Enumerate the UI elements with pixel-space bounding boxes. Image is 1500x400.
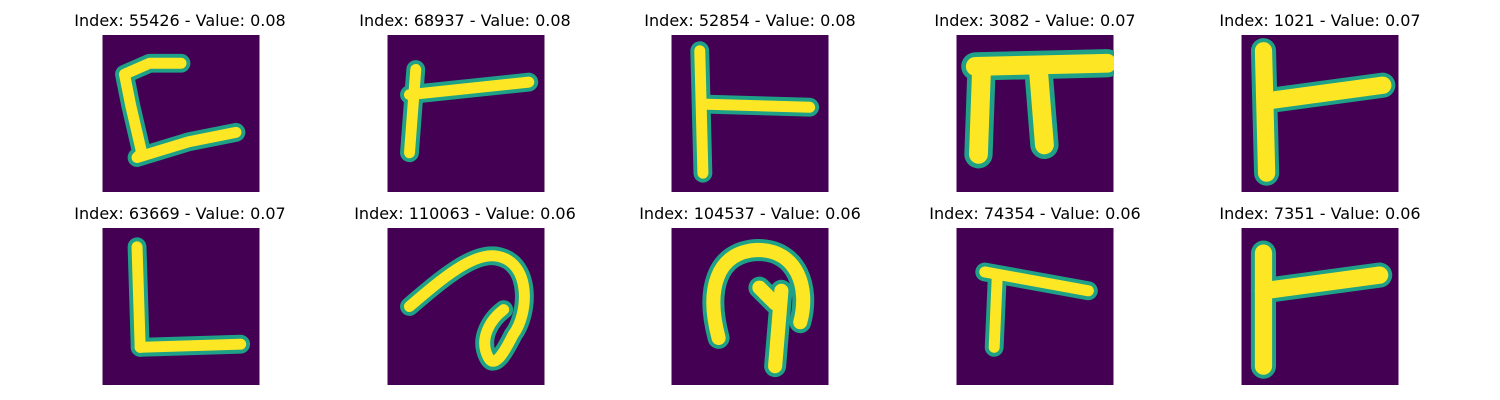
- stroke-core: [988, 269, 1003, 353]
- glyph-hook-arch: [702, 238, 815, 378]
- stroke-core: [1254, 266, 1389, 300]
- digit-image-8: [671, 228, 829, 385]
- stroke-core: [697, 98, 816, 113]
- image-background: [102, 228, 260, 385]
- stroke-core: [706, 242, 811, 345]
- glyph-pi-shape: [961, 49, 1114, 169]
- panel-title-9: Index: 74354 - Value: 0.06: [929, 204, 1141, 223]
- panel-title-3: Index: 52854 - Value: 0.08: [644, 11, 856, 30]
- glyph-tee-right-bold: [1250, 38, 1396, 186]
- stroke-core: [752, 280, 783, 311]
- digit-image-9: [956, 228, 1114, 385]
- digit-image-1: [102, 35, 260, 192]
- digit-image-4: [956, 35, 1114, 192]
- glyph-l-shape: [127, 237, 251, 357]
- stroke-core: [403, 64, 422, 159]
- stroke-core: [694, 45, 709, 179]
- stroke-core: [1028, 56, 1054, 155]
- panel-title-7: Index: 110063 - Value: 0.06: [354, 204, 576, 223]
- panel-title-5: Index: 1021 - Value: 0.07: [1219, 11, 1421, 30]
- panel-title-4: Index: 3082 - Value: 0.07: [934, 11, 1136, 30]
- panel-title-6: Index: 63669 - Value: 0.07: [74, 204, 286, 223]
- stroke-core: [403, 76, 535, 101]
- stroke-core: [969, 56, 992, 164]
- glyph-tee-right-thin: [690, 41, 820, 183]
- panel-title-2: Index: 68937 - Value: 0.08: [359, 11, 571, 30]
- glyph-tee-right: [400, 60, 539, 163]
- glyph-curved-loop: [400, 246, 534, 371]
- stroke-core: [118, 57, 242, 163]
- panel-title-10: Index: 7351 - Value: 0.06: [1219, 204, 1421, 223]
- digit-image-10: [1241, 228, 1399, 385]
- stroke-core: [403, 250, 530, 367]
- digit-image-5: [1241, 35, 1399, 192]
- glyph-tee-right-bold: [1250, 240, 1393, 379]
- stroke-core: [131, 241, 146, 353]
- panel-title-8: Index: 104537 - Value: 0.06: [639, 204, 861, 223]
- digit-image-2: [387, 35, 545, 192]
- digit-image-6: [102, 228, 260, 385]
- glyph-seven-like: [975, 262, 1098, 357]
- stroke-core: [1257, 76, 1392, 110]
- stroke-core: [1254, 42, 1276, 182]
- panel-title-1: Index: 55426 - Value: 0.08: [74, 11, 286, 30]
- glyph-open-bracket-with-tail: [115, 53, 246, 167]
- image-background: [956, 228, 1114, 385]
- digit-image-3: [671, 35, 829, 192]
- digit-image-7: [387, 228, 545, 385]
- stroke-core: [134, 338, 247, 353]
